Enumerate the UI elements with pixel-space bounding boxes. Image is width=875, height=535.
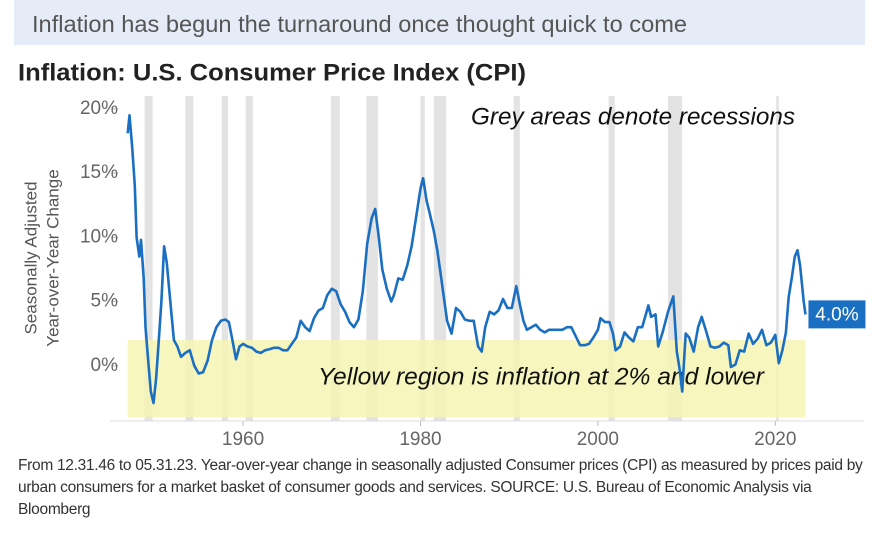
target-band <box>127 340 806 418</box>
y-tick-label: 10% <box>80 226 118 247</box>
annotation: Grey areas denote recessions <box>471 103 795 130</box>
recession-band <box>513 96 520 421</box>
y-tick-label: 15% <box>80 162 118 183</box>
annotation: Yellow region is inflation at 2% and low… <box>318 363 765 390</box>
footer-note: From 12.31.46 to 05.31.23. Year-over-yea… <box>18 457 863 518</box>
recession-band <box>433 96 447 421</box>
plot-area: 0% 5% 10% 15% 20% 1960 1980 2000 2020 Grey areas … <box>80 96 866 450</box>
y-axis-label: Seasonally Adjusted <box>21 181 40 334</box>
recession-band <box>221 96 228 421</box>
recession-band <box>330 96 340 421</box>
recession-band <box>608 96 615 421</box>
y-tick-label: 20% <box>80 98 118 119</box>
recession-band <box>144 96 153 421</box>
recession-band <box>245 96 253 421</box>
header-band <box>14 0 865 45</box>
x-tick-label: 1980 <box>399 429 441 450</box>
recession-band <box>185 96 194 421</box>
chart-title: Inflation: U.S. Consumer Price Index (CP… <box>18 59 526 86</box>
header-title: Inflation has begun the turnaround once … <box>32 11 687 37</box>
recession-band <box>667 96 683 421</box>
recession-band <box>366 96 378 421</box>
recession-band <box>420 96 425 421</box>
x-tick-label: 2020 <box>754 429 796 450</box>
end-label: 4.0% <box>815 304 858 325</box>
chart: Inflation has begun the turnaround once … <box>14 0 866 450</box>
recession-band <box>776 96 779 421</box>
y-tick-label: 0% <box>91 355 119 376</box>
y-axis-label: Year-over-Year Change <box>43 169 62 346</box>
y-tick-label: 5% <box>91 291 119 312</box>
x-tick-label: 1960 <box>222 429 264 450</box>
end-label-box <box>808 300 866 329</box>
cpi-line <box>126 114 807 405</box>
x-tick-label: 2000 <box>577 429 619 450</box>
